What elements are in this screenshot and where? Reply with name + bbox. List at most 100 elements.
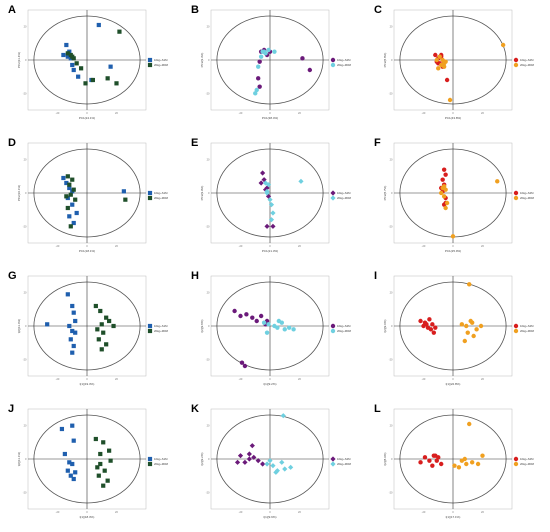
panel-letter: K: [191, 403, 199, 415]
data-point: [480, 453, 485, 458]
data-point: [433, 453, 438, 458]
panel-f: F -20 0 20 -20 0 20 PC1(25.9%) PC2(8.7%) 10kg+S2M…: [374, 137, 535, 253]
panel-j: J -20 0 20 -20 0 20 t[1](18.3%) t[2](11.1%) 10kg+…: [8, 403, 169, 519]
data-point: [261, 320, 267, 325]
panel-c: C -20 0 20 -20 0 20 PC1(43.8%) PC2(8.8%) 10kg+S2M…: [374, 4, 535, 120]
data-point: [500, 42, 506, 48]
data-point: [238, 313, 243, 319]
x-axis-label: PC1(38.4%): [262, 116, 278, 120]
data-point: [61, 52, 66, 58]
data-point: [256, 64, 261, 69]
y-axis-label: PC2(8.7%): [383, 186, 387, 201]
y-tick-label: 0: [391, 457, 393, 461]
panel-letter: E: [191, 137, 198, 149]
x-tick-label: 0: [269, 377, 271, 381]
legend-swatch: [513, 456, 519, 462]
legend-label: 20kg+M0M: [520, 63, 535, 67]
legend-swatch: [513, 190, 519, 196]
legend-label: 10kg+S2M: [520, 58, 534, 62]
data-point: [424, 322, 429, 327]
data-point: [273, 469, 279, 475]
x-tick-label: 20: [298, 377, 301, 381]
data-point: [437, 54, 442, 59]
legend-label: 10kg+S1M: [154, 457, 168, 461]
data-point: [67, 214, 72, 219]
y-axis-label: PC2(10.1%): [17, 185, 21, 201]
data-point: [467, 282, 472, 287]
x-tick-label: 20: [115, 111, 118, 115]
data-point: [253, 91, 258, 96]
x-tick-label: -20: [239, 244, 243, 248]
data-point: [73, 470, 78, 475]
x-tick-label: -20: [422, 111, 426, 115]
data-point: [261, 49, 267, 54]
data-point: [440, 177, 445, 182]
data-point: [101, 440, 106, 445]
data-point: [268, 217, 275, 223]
x-axis-label: t[1](9.9%): [263, 515, 276, 519]
data-point: [267, 197, 273, 203]
data-point: [443, 172, 448, 177]
data-point: [441, 64, 447, 69]
x-axis-label: PC1(25.9%): [445, 249, 461, 253]
legend-label: 10kg+S1M: [154, 191, 168, 195]
panel-letter: D: [8, 137, 16, 149]
data-point: [121, 189, 126, 194]
data-point: [99, 347, 104, 352]
data-point: [279, 459, 285, 465]
data-point: [291, 327, 296, 332]
legend-swatch: [330, 62, 336, 68]
data-point: [98, 308, 103, 314]
panel-d: D -20 0 20 -20 0 20 PC1(18.1%) PC2(10.1%) 10kg+S1…: [8, 137, 169, 253]
legend-swatch: [513, 461, 519, 467]
data-point: [68, 192, 73, 197]
data-point: [254, 318, 259, 324]
data-point: [67, 185, 72, 191]
data-point: [282, 327, 287, 332]
panel-b: B -20 0 20 -20 0 20 PC1(38.4%) PC2(9.3%) 10kg+S2M…: [191, 4, 352, 120]
y-axis-label: t[2](11.4%): [17, 319, 21, 333]
data-point: [474, 327, 479, 332]
panel-letter: A: [8, 4, 16, 16]
data-point: [265, 193, 272, 199]
x-tick-label: -20: [56, 244, 60, 248]
x-tick-label: 20: [481, 377, 484, 381]
legend-swatch: [147, 456, 153, 462]
data-point: [267, 458, 273, 464]
data-point: [76, 74, 81, 79]
data-point: [102, 468, 107, 473]
data-point: [439, 190, 444, 196]
data-point: [96, 337, 101, 342]
x-tick-label: -20: [239, 111, 243, 115]
x-tick-label: 20: [115, 510, 118, 514]
x-tick-label: 0: [269, 111, 271, 115]
data-point: [286, 325, 292, 330]
y-tick-label: 0: [25, 324, 27, 328]
panel-letter: H: [191, 270, 199, 282]
panel-e: E -20 0 20 -20 0 20 PC1(21.3%) PC2(9.9%) 10kg+S2M…: [191, 137, 352, 253]
data-point: [93, 436, 98, 442]
y-tick-label: -20: [389, 490, 393, 494]
data-point: [418, 460, 423, 465]
legend-swatch: [147, 190, 153, 196]
data-point: [264, 461, 270, 467]
data-point: [232, 308, 237, 314]
data-point: [93, 303, 98, 309]
y-tick-label: 20: [24, 424, 27, 428]
y-tick-label: -20: [206, 91, 210, 95]
y-tick-label: 20: [24, 158, 27, 162]
panel-h: H -20 0 20 -20 0 20 t[1](9.2%) t[2](9.8%) 10kg+S2…: [191, 270, 352, 386]
x-axis-label: t[1](22.8%): [446, 382, 461, 386]
data-point: [114, 81, 119, 86]
y-tick-label: -20: [23, 224, 27, 228]
data-point: [71, 187, 76, 192]
x-tick-label: 0: [86, 510, 88, 514]
data-point: [282, 466, 288, 472]
data-point: [250, 315, 255, 320]
data-point: [65, 468, 70, 473]
y-tick-label: -20: [206, 490, 210, 494]
data-point: [242, 459, 248, 465]
legend-label: 20kg+M0M: [520, 329, 535, 333]
data-point: [105, 478, 110, 483]
